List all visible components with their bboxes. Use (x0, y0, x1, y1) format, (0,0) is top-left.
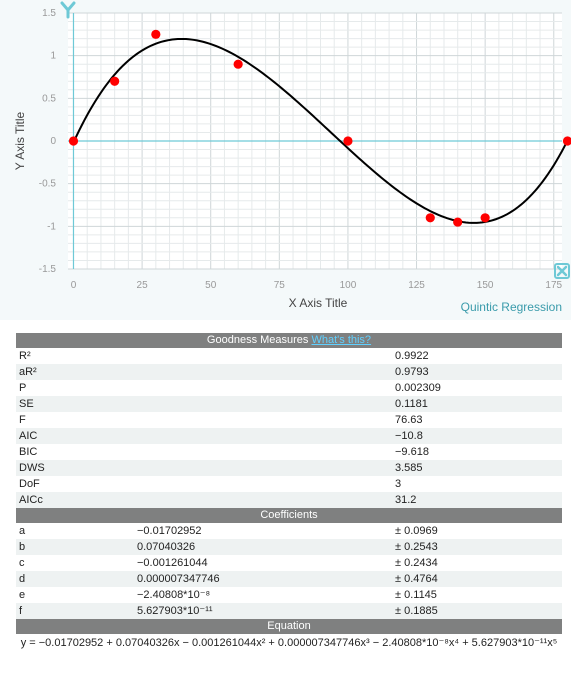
measure-value: −9.618 (392, 444, 562, 460)
goodness-row: aR² 0.9793 (16, 364, 562, 380)
coef-name: b (16, 539, 134, 555)
data-point[interactable] (425, 213, 435, 223)
regression-chart: 0 25 50 75 100 125 150 175 1.5 1 0.5 0 -0.5 -1 -1.5 X … (13, 1, 571, 314)
data-point[interactable] (453, 217, 463, 227)
goodness-row: AIC −10.8 (16, 428, 562, 444)
coef-value: −2.40808*10⁻⁸ (134, 587, 392, 603)
data-point[interactable] (233, 59, 243, 69)
y-tick-label: -1.5 (39, 264, 57, 275)
goodness-row: P 0.002309 (16, 380, 562, 396)
grid (68, 12, 562, 270)
measure-name: BIC (16, 444, 392, 460)
measure-value: −10.8 (392, 428, 562, 444)
y-tick-label: -0.5 (39, 179, 57, 190)
coef-error: ± 0.4764 (392, 571, 562, 587)
x-tick-label: 100 (340, 280, 357, 291)
equation-row: y = −0.01702952 + 0.07040326x − 0.001261… (16, 634, 562, 653)
coef-error: ± 0.2543 (392, 539, 562, 555)
coef-name: e (16, 587, 134, 603)
measure-value: 0.002309 (392, 380, 562, 396)
goodness-row: DoF 3 (16, 476, 562, 492)
measure-value: 0.9922 (392, 348, 562, 364)
y-axis-label: Y Axis Title (13, 111, 27, 170)
x-axis-label: X Axis Title (289, 296, 348, 310)
results-panel: Goodness Measures What's this? R² 0.9922 a… (16, 333, 562, 653)
coefficient-row: e −2.40808*10⁻⁸ ± 0.1145 (16, 587, 562, 603)
measure-value: 3.585 (392, 460, 562, 476)
measure-value: 3 (392, 476, 562, 492)
y-tick-label: -1 (47, 221, 56, 232)
coef-value: 5.627903*10⁻¹¹ (134, 603, 392, 619)
data-point[interactable] (68, 136, 79, 146)
coef-error: ± 0.1145 (392, 587, 562, 603)
x-tick-label: 150 (477, 280, 494, 291)
equation-text: y = −0.01702952 + 0.07040326x − 0.001261… (16, 634, 562, 653)
measure-name: DoF (16, 476, 392, 492)
data-points (68, 29, 571, 227)
coef-error: ± 0.1885 (392, 603, 562, 619)
measure-name: AIC (16, 428, 392, 444)
data-point[interactable] (562, 136, 571, 146)
goodness-row: BIC −9.618 (16, 444, 562, 460)
chart-area: 0 25 50 75 100 125 150 175 1.5 1 0.5 0 -0.5 -1 -1.5 X … (0, 0, 571, 320)
coef-value: −0.01702952 (134, 523, 392, 539)
coef-value: 0.07040326 (134, 539, 392, 555)
goodness-row: DWS 3.585 (16, 460, 562, 476)
measure-value: 0.9793 (392, 364, 562, 380)
data-point[interactable] (110, 76, 120, 86)
goodness-row: F 76.63 (16, 412, 562, 428)
coefficient-row: f 5.627903*10⁻¹¹ ± 0.1885 (16, 603, 562, 619)
coef-name: a (16, 523, 134, 539)
data-point[interactable] (480, 213, 490, 223)
results-table: Goodness Measures What's this? R² 0.9922 a… (16, 333, 562, 653)
measure-name: R² (16, 348, 392, 364)
coef-name: c (16, 555, 134, 571)
measure-value: 76.63 (392, 412, 562, 428)
equation-header: Equation (16, 619, 562, 634)
measure-name: AICc (16, 492, 392, 508)
coefficients-header-row: Coefficients (16, 508, 562, 523)
y-letter-icon[interactable] (60, 1, 76, 19)
x-tick-label: 25 (137, 280, 149, 291)
x-tick-label: 175 (545, 280, 562, 291)
coef-name: d (16, 571, 134, 587)
x-tick-label: 50 (205, 280, 217, 291)
coefficient-row: a −0.01702952 ± 0.0969 (16, 523, 562, 539)
y-tick-label: 1.5 (42, 8, 56, 19)
measure-name: P (16, 380, 392, 396)
goodness-row: R² 0.9922 (16, 348, 562, 364)
equation-header-row: Equation (16, 619, 562, 634)
regression-type-label[interactable]: Quintic Regression (461, 300, 562, 314)
y-tick-label: 0 (50, 136, 56, 147)
y-tick-label: 0.5 (42, 93, 56, 104)
goodness-header-row: Goodness Measures What's this? (16, 333, 562, 348)
y-tick-label: 1 (50, 51, 56, 62)
coef-value: −0.001261044 (134, 555, 392, 571)
x-tick-label: 125 (408, 280, 425, 291)
coefficient-row: c −0.001261044 ± 0.2434 (16, 555, 562, 571)
x-tick-label: 0 (71, 280, 77, 291)
measure-name: F (16, 412, 392, 428)
measure-value: 31.2 (392, 492, 562, 508)
measure-value: 0.1181 (392, 396, 562, 412)
coef-error: ± 0.2434 (392, 555, 562, 571)
x-tick-label: 75 (274, 280, 286, 291)
coefficient-row: d 0.000007347746 ± 0.4764 (16, 571, 562, 587)
coef-name: f (16, 603, 134, 619)
tick-labels: 0 25 50 75 100 125 150 175 1.5 1 0.5 0 -0.5 -1 -1.5 (39, 8, 563, 291)
data-point[interactable] (151, 29, 161, 39)
whats-this-link[interactable]: What's this? (311, 334, 372, 346)
measure-name: DWS (16, 460, 392, 476)
measure-name: aR² (16, 364, 392, 380)
coef-error: ± 0.0969 (392, 523, 562, 539)
measure-name: SE (16, 396, 392, 412)
goodness-row: AICc 31.2 (16, 492, 562, 508)
x-letter-icon[interactable] (554, 263, 570, 279)
coefficients-header: Coefficients (16, 508, 562, 523)
data-point[interactable] (343, 136, 353, 146)
goodness-header: Goodness Measures (206, 334, 309, 346)
coefficient-row: b 0.07040326 ± 0.2543 (16, 539, 562, 555)
goodness-row: SE 0.1181 (16, 396, 562, 412)
coef-value: 0.000007347746 (134, 571, 392, 587)
